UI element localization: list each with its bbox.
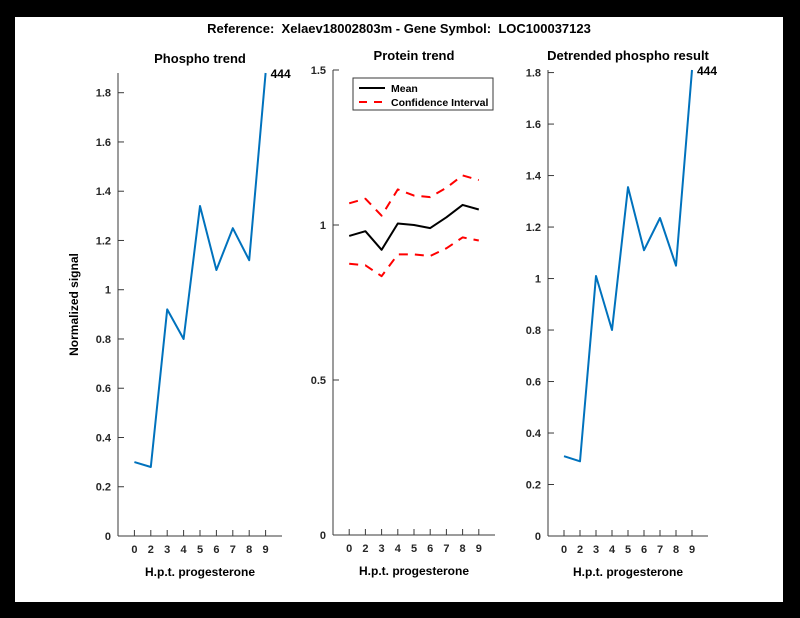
- figure-title: Reference: Xelaev18002803m - Gene Symbol…: [207, 21, 591, 36]
- y-tick-label: 0.2: [96, 482, 111, 494]
- y-tick-label: 0: [320, 530, 326, 542]
- y-tick-label: 1.4: [96, 186, 112, 198]
- x-axis-label: H.p.t. progesterone: [573, 565, 683, 579]
- y-tick-label: 0.6: [96, 383, 111, 395]
- y-tick-label: 0.4: [526, 428, 542, 440]
- x-tick-label: 5: [197, 544, 203, 556]
- y-tick-label: 0.5: [311, 375, 326, 387]
- y-axis-label: Normalized signal: [67, 253, 81, 356]
- x-tick-label: 0: [561, 544, 567, 556]
- y-tick-label: 1: [535, 274, 541, 286]
- y-tick-label: 1.2: [526, 222, 541, 234]
- y-tick-label: 0.6: [526, 377, 541, 389]
- y-tick-label: 1.6: [526, 119, 541, 131]
- figure-canvas: Reference: Xelaev18002803m - Gene Symbol…: [15, 17, 783, 602]
- series-detrended-phospho: [563, 69, 693, 463]
- y-tick-label: 0: [105, 531, 111, 543]
- subplot-detrended-phospho-result: 00.20.40.60.811.21.41.61.80 2 3 4 5 6 7 8 9Detre…: [526, 48, 718, 579]
- x-tick-label: 0: [346, 543, 352, 555]
- y-tick-label: 1.4: [526, 171, 542, 183]
- x-tick-label: 3: [164, 544, 170, 556]
- series-phospho-signal: [134, 72, 267, 468]
- x-axis-label: H.p.t. progesterone: [359, 564, 469, 578]
- y-tick-label: 1.5: [311, 65, 326, 77]
- series-confidence-upper: [348, 174, 480, 217]
- legend-box: [352, 77, 494, 111]
- x-tick-label: 5: [625, 544, 631, 556]
- x-tick-label: 9: [689, 544, 695, 556]
- y-tick-label: 1.2: [96, 235, 111, 247]
- x-tick-label: 4: [395, 543, 402, 555]
- x-tick-label: 4: [609, 544, 616, 556]
- x-tick-label: 2: [577, 544, 583, 556]
- endpoint-annotation: 444: [271, 67, 291, 81]
- endpoint-annotation: 444: [697, 64, 717, 78]
- x-tick-label: 4: [181, 544, 188, 556]
- y-tick-label: 1.8: [96, 88, 111, 100]
- y-tick-label: 1: [105, 285, 111, 297]
- x-tick-label: 6: [213, 544, 219, 556]
- series-mean: [348, 203, 480, 251]
- x-tick-label: 5: [411, 543, 417, 555]
- subplot-title: Detrended phospho result: [547, 48, 709, 63]
- x-tick-label: 7: [443, 543, 449, 555]
- x-tick-label: 6: [427, 543, 433, 555]
- y-tick-label: 1.8: [526, 68, 541, 80]
- charts-svg: 00.20.40.60.811.21.41.61.80 2 3 4 5 6 7 8 9Phosp…: [67, 48, 718, 579]
- legend-label: Confidence Interval: [391, 97, 489, 109]
- x-tick-label: 9: [476, 543, 482, 555]
- subplot-title: Protein trend: [374, 48, 455, 63]
- x-tick-label: 2: [148, 544, 154, 556]
- x-tick-label: 7: [230, 544, 236, 556]
- x-tick-label: 7: [657, 544, 663, 556]
- x-tick-label: 6: [641, 544, 647, 556]
- y-tick-label: 1.6: [96, 137, 111, 149]
- x-tick-label: 8: [673, 544, 679, 556]
- y-tick-label: 0.2: [526, 480, 541, 492]
- x-tick-label: 9: [263, 544, 269, 556]
- y-tick-label: 0.4: [96, 432, 112, 444]
- y-tick-label: 0.8: [526, 325, 541, 337]
- x-tick-label: 2: [362, 543, 368, 555]
- subplot-title: Phospho trend: [154, 51, 246, 66]
- x-tick-label: 3: [593, 544, 599, 556]
- y-tick-label: 0: [535, 531, 541, 543]
- subplot-phospho-trend: 00.20.40.60.811.21.41.61.80 2 3 4 5 6 7 8 9Phosp…: [67, 51, 291, 579]
- x-tick-label: 3: [379, 543, 385, 555]
- x-tick-label: 0: [131, 544, 137, 556]
- y-tick-label: 1: [320, 220, 326, 232]
- x-tick-label: 8: [246, 544, 252, 556]
- y-tick-label: 0.8: [96, 334, 111, 346]
- x-axis-label: H.p.t. progesterone: [145, 565, 255, 579]
- legend-label: Mean: [391, 83, 418, 95]
- series-confidence-lower: [349, 236, 479, 278]
- x-tick-label: 8: [460, 543, 466, 555]
